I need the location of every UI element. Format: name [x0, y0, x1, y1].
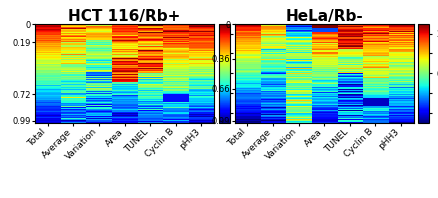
- Title: HeLa/Rb-: HeLa/Rb-: [285, 9, 363, 24]
- Title: HCT 116/Rb+: HCT 116/Rb+: [68, 9, 181, 24]
